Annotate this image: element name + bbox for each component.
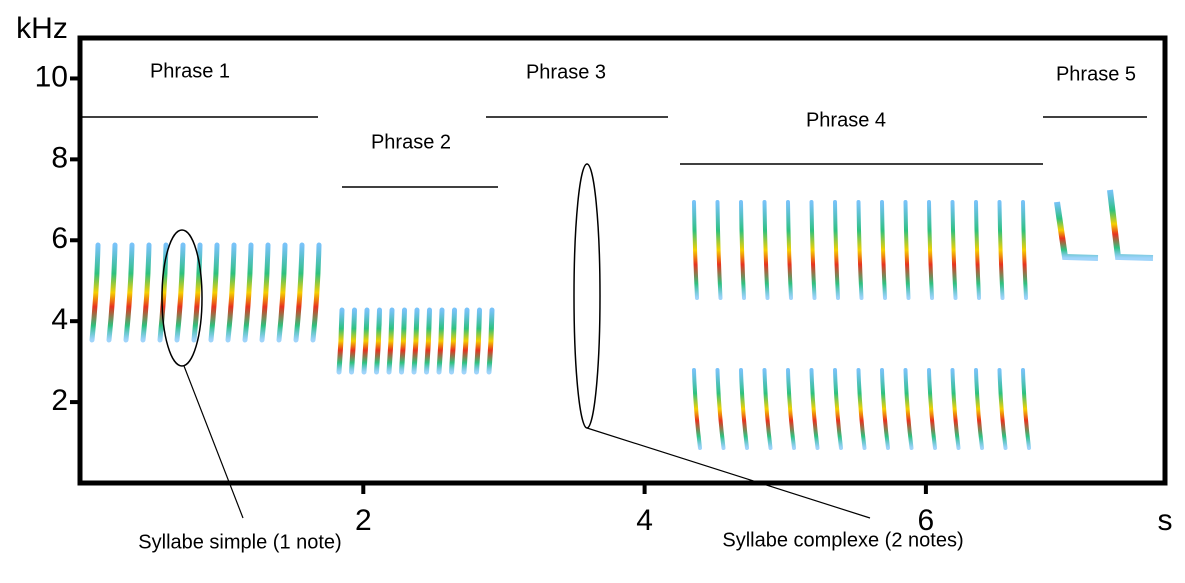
syllable-note — [809, 368, 820, 450]
syllable-note — [336, 307, 345, 375]
y-tick-label: 10 — [35, 60, 68, 93]
syllable-note — [191, 242, 203, 343]
syllable-note — [997, 368, 1008, 450]
syllable-note — [349, 307, 357, 375]
syllable-note — [411, 307, 420, 375]
syllable-note — [880, 200, 887, 300]
syllable-note — [293, 242, 305, 343]
syllable-note — [225, 242, 237, 343]
syllable-note — [399, 307, 407, 375]
syllable-note — [833, 368, 843, 450]
syllable-note — [486, 307, 495, 375]
syllable-note — [140, 242, 152, 343]
syllable-note — [950, 200, 958, 300]
syllable-note — [974, 200, 981, 300]
syllable-note — [106, 242, 118, 343]
annotation: Syllabe complexe (2 notes) — [722, 529, 963, 551]
y-tick-label: 6 — [51, 222, 68, 255]
syllable-note — [786, 200, 793, 300]
syllable-note — [361, 307, 370, 375]
syllable-note — [856, 200, 864, 300]
syllable-note — [903, 368, 914, 450]
plot-frame — [77, 35, 1168, 486]
syllable-note — [762, 200, 770, 300]
phrase-label: Phrase 4 — [806, 109, 886, 131]
syllable-note — [276, 242, 288, 343]
syllable-note — [174, 242, 186, 343]
syllable-note — [692, 368, 702, 450]
syllable-ellipse — [161, 229, 203, 367]
syllable-note — [739, 368, 749, 450]
syllable-note — [474, 307, 482, 375]
syllable-note — [903, 200, 911, 300]
phrase-label: Phrase 1 — [150, 60, 230, 82]
syllable-note — [1054, 201, 1099, 261]
syllable-note — [739, 200, 746, 300]
syllable-note — [692, 200, 699, 300]
syllable-note — [449, 307, 457, 375]
syllable-note — [1021, 200, 1028, 300]
syllable-note — [997, 200, 1005, 300]
syllable-note — [950, 368, 961, 450]
syllable-note — [208, 242, 220, 343]
x-tick-label: 2 — [355, 504, 372, 537]
pointer-line — [586, 427, 871, 519]
syllable-note — [123, 242, 135, 343]
pointer-line — [183, 365, 244, 519]
syllable-note — [242, 242, 254, 343]
syllable-note — [786, 368, 796, 450]
syllable-note — [374, 307, 382, 375]
phrase-label: Phrase 3 — [526, 61, 606, 83]
syllable-note — [762, 368, 773, 450]
y-axis-label: kHz — [16, 12, 68, 45]
syllable-note — [259, 242, 271, 343]
syllable-note — [974, 368, 984, 450]
syllable-note — [436, 307, 445, 375]
syllable-note — [880, 368, 890, 450]
syllable-note — [1107, 189, 1154, 261]
annotation: Syllabe simple (1 note) — [138, 531, 341, 553]
syllable-note — [809, 200, 817, 300]
x-axis-label: s — [1158, 504, 1173, 537]
phrase-label: Phrase 2 — [371, 131, 451, 153]
syllable-note — [424, 307, 432, 375]
y-tick-label: 2 — [51, 384, 68, 417]
syllable-note — [310, 242, 322, 343]
x-tick-label: 4 — [636, 504, 653, 537]
y-tick-label: 8 — [51, 141, 68, 174]
syllable-note — [461, 307, 470, 375]
syllable-note — [157, 242, 169, 343]
syllable-note — [833, 200, 840, 300]
syllable-note — [927, 368, 937, 450]
syllable-note — [927, 200, 934, 300]
syllable-note — [715, 368, 726, 450]
syllable-note — [386, 307, 395, 375]
syllable-note — [715, 200, 723, 300]
syllable-note — [856, 368, 867, 450]
spectrogram — [89, 189, 1154, 450]
y-tick-label: 4 — [51, 303, 68, 336]
syllable-note — [89, 242, 101, 343]
x-tick-label: 6 — [918, 504, 935, 537]
phrase-label: Phrase 5 — [1056, 63, 1136, 85]
syllable-note — [1021, 368, 1031, 450]
